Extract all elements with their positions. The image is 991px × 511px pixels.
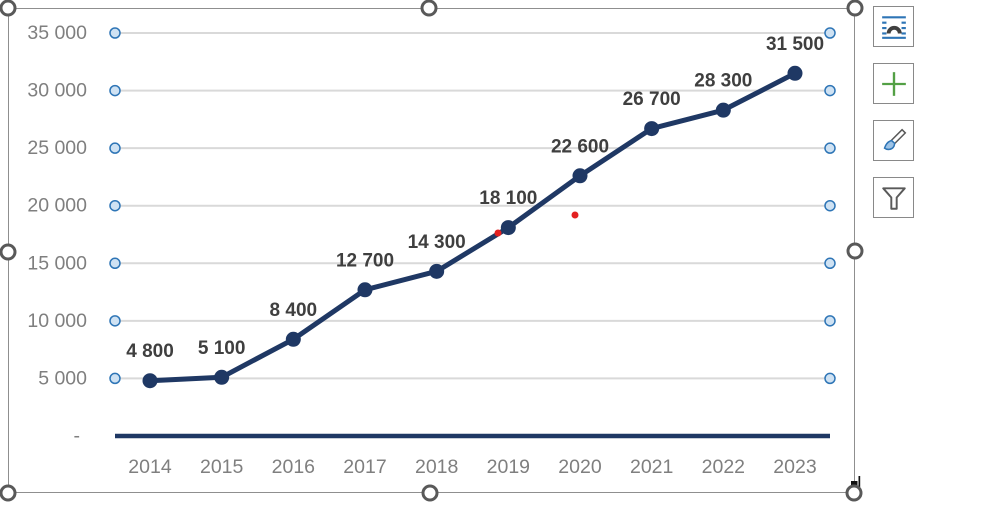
gridline-endpoint-handle [109, 257, 121, 270]
data-point-2017[interactable] [357, 282, 373, 298]
paintbrush-icon [883, 128, 906, 150]
data-label-2020[interactable]: 22 600 [551, 136, 609, 157]
gridline-endpoint-handle [824, 142, 836, 154]
data-label-2015[interactable]: 5 100 [198, 338, 246, 359]
gridline-endpoint-handle [824, 315, 836, 327]
data-label-2017[interactable]: 12 700 [336, 250, 394, 271]
y-axis-tick-20000[interactable]: 20 000 [27, 195, 87, 217]
x-axis-tick-2016[interactable]: 2016 [272, 456, 315, 478]
x-axis-tick-2014[interactable]: 2014 [128, 456, 172, 478]
y-axis-tick-30000[interactable]: 30 000 [27, 80, 87, 102]
gridline-endpoint-handle [109, 84, 121, 97]
x-axis-tick-2023[interactable]: 2023 [773, 456, 816, 478]
y-axis-tick-35000[interactable]: 35 000 [27, 22, 87, 44]
x-axis-tick-2021[interactable]: 2021 [630, 456, 673, 478]
data-label-2016[interactable]: 8 400 [270, 300, 318, 321]
y-axis-tick-10000[interactable]: 10 000 [27, 310, 87, 332]
gridline-endpoint-handle [824, 27, 836, 39]
data-label-2018[interactable]: 14 300 [408, 232, 466, 253]
gridline-endpoint-handle [824, 372, 836, 385]
selection-handle-middle-right[interactable] [846, 242, 864, 260]
chart-side-buttons [873, 6, 914, 218]
selection-handle-bottom-center[interactable] [421, 484, 439, 502]
data-point-2016[interactable] [285, 331, 301, 347]
data-label-2014[interactable]: 4 800 [126, 341, 174, 362]
layout-options-button[interactable] [873, 6, 914, 47]
data-point-2022[interactable] [715, 102, 731, 118]
x-axis-tick-2022[interactable]: 2022 [702, 456, 745, 478]
gridline-endpoint-handle [824, 257, 836, 270]
x-axis-tick-2018[interactable]: 2018 [415, 456, 458, 478]
data-label-2019[interactable]: 18 100 [479, 188, 537, 209]
data-point-2021[interactable] [644, 121, 660, 137]
series-line[interactable] [147, 70, 798, 384]
chart-styles-button[interactable] [873, 120, 914, 161]
chart-elements-button[interactable] [873, 63, 914, 104]
x-axis-tick-2015[interactable]: 2015 [200, 456, 244, 478]
gridline-endpoint-handle [109, 199, 121, 212]
y-axis-tick-zero[interactable]: - [74, 425, 81, 447]
y-axis-tick-5000[interactable]: 5 000 [38, 367, 87, 389]
layout-options-icon [881, 15, 906, 39]
data-point-2015[interactable] [214, 369, 230, 385]
selection-handle-top-right[interactable] [846, 0, 864, 17]
x-axis-tick-2017[interactable]: 2017 [343, 456, 386, 478]
data-label-2022[interactable]: 28 300 [694, 71, 752, 92]
gridline-endpoint-handle [109, 142, 121, 154]
gridline-endpoint-handle [109, 315, 121, 327]
gridline-endpoint-handle [824, 199, 836, 212]
selection-handle-bottom-right[interactable] [845, 484, 863, 502]
data-label-2021[interactable]: 26 700 [623, 89, 681, 110]
red-annotation-dot [571, 211, 579, 219]
chart-filters-button[interactable] [873, 177, 914, 218]
data-point-2020[interactable] [572, 168, 588, 184]
data-point-2019[interactable] [500, 220, 516, 236]
red-annotation-dot [494, 229, 502, 237]
gridline-endpoint-handle [109, 372, 121, 385]
data-point-2014[interactable] [142, 373, 158, 389]
y-axis-tick-25000[interactable]: 25 000 [27, 137, 87, 159]
gridline-endpoint-handle [109, 27, 121, 39]
funnel-icon [881, 186, 906, 210]
plus-icon [881, 71, 906, 96]
gridline-endpoint-handle [824, 84, 836, 97]
data-point-2018[interactable] [429, 263, 445, 279]
selection-handle-bottom-left[interactable] [0, 484, 17, 502]
data-point-2023[interactable] [787, 65, 803, 81]
data-label-2023[interactable]: 31 500 [766, 34, 824, 55]
selection-handle-middle-left[interactable] [0, 243, 17, 261]
x-axis-tick-2019[interactable]: 2019 [487, 456, 530, 478]
selection-handle-top-center[interactable] [420, 0, 438, 17]
y-axis-tick-15000[interactable]: 15 000 [27, 252, 87, 274]
x-axis-tick-2020[interactable]: 2020 [558, 456, 602, 478]
